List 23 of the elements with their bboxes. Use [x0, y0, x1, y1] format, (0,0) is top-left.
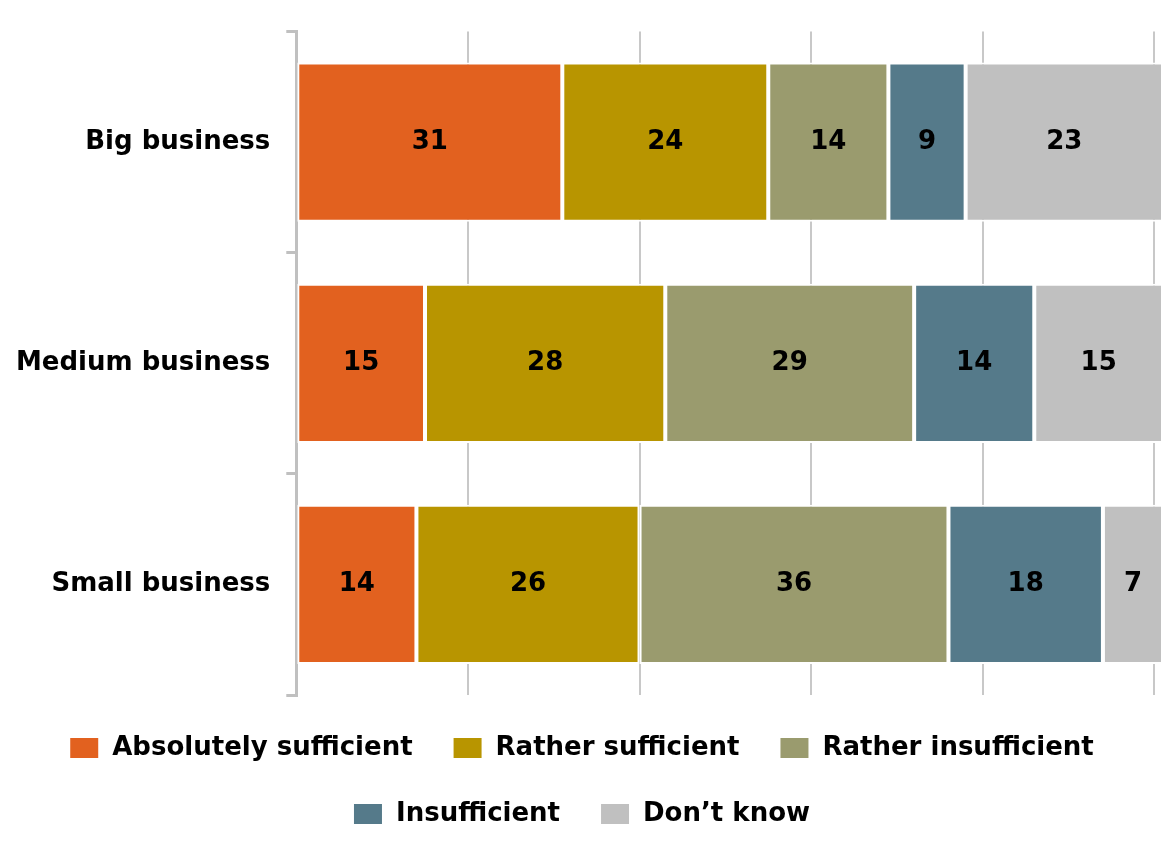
- y-tick-label: Small business: [51, 567, 271, 598]
- data-label: 14: [338, 567, 375, 598]
- legend-label: Don’t know: [643, 796, 811, 827]
- data-label: 15: [1080, 346, 1117, 377]
- legend-label: Absolutely sufficient: [112, 730, 413, 761]
- data-label: 14: [956, 346, 993, 377]
- legend-label: Rather sufficient: [495, 730, 740, 761]
- data-label: 9: [917, 124, 937, 155]
- legend-label: Rather insufficient: [822, 730, 1094, 761]
- data-label: 14: [810, 124, 847, 155]
- data-label: 18: [1007, 567, 1044, 598]
- y-tick-label: Big business: [85, 124, 271, 155]
- data-label: 23: [1046, 124, 1083, 155]
- y-tick-label: Medium business: [15, 346, 271, 377]
- data-label: 28: [527, 346, 564, 377]
- data-label: 36: [775, 567, 813, 598]
- data-label: 7: [1123, 567, 1143, 598]
- data-label: 29: [771, 346, 808, 377]
- legend-label: Insufficient: [395, 796, 561, 827]
- data-label: 15: [343, 346, 380, 377]
- data-label: 26: [509, 567, 547, 598]
- data-label: 31: [411, 124, 448, 155]
- data-label: 24: [647, 124, 684, 155]
